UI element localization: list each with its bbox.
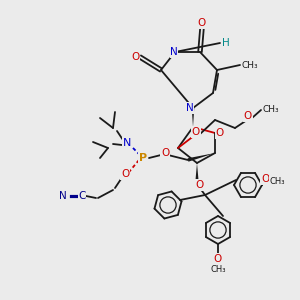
Text: O: O xyxy=(121,169,129,179)
Text: O: O xyxy=(214,254,222,264)
Text: O: O xyxy=(198,18,206,28)
Text: N: N xyxy=(186,103,194,113)
Text: C: C xyxy=(78,191,86,201)
Text: N: N xyxy=(170,47,178,57)
Text: N: N xyxy=(123,138,131,148)
Text: CH₃: CH₃ xyxy=(269,176,285,185)
Text: O: O xyxy=(244,111,252,121)
Text: H: H xyxy=(222,38,230,48)
Text: P: P xyxy=(139,153,147,163)
Text: O: O xyxy=(161,148,169,158)
Text: N: N xyxy=(59,191,67,201)
Text: O: O xyxy=(195,180,203,190)
Text: O: O xyxy=(131,52,139,62)
Polygon shape xyxy=(192,108,194,127)
Polygon shape xyxy=(196,163,199,180)
Text: CH₃: CH₃ xyxy=(242,61,258,70)
Text: CH₃: CH₃ xyxy=(210,266,226,274)
Polygon shape xyxy=(188,153,215,162)
Text: CH₃: CH₃ xyxy=(263,106,279,115)
Text: O: O xyxy=(192,127,200,137)
Text: O: O xyxy=(261,174,269,184)
Text: O: O xyxy=(216,128,224,138)
